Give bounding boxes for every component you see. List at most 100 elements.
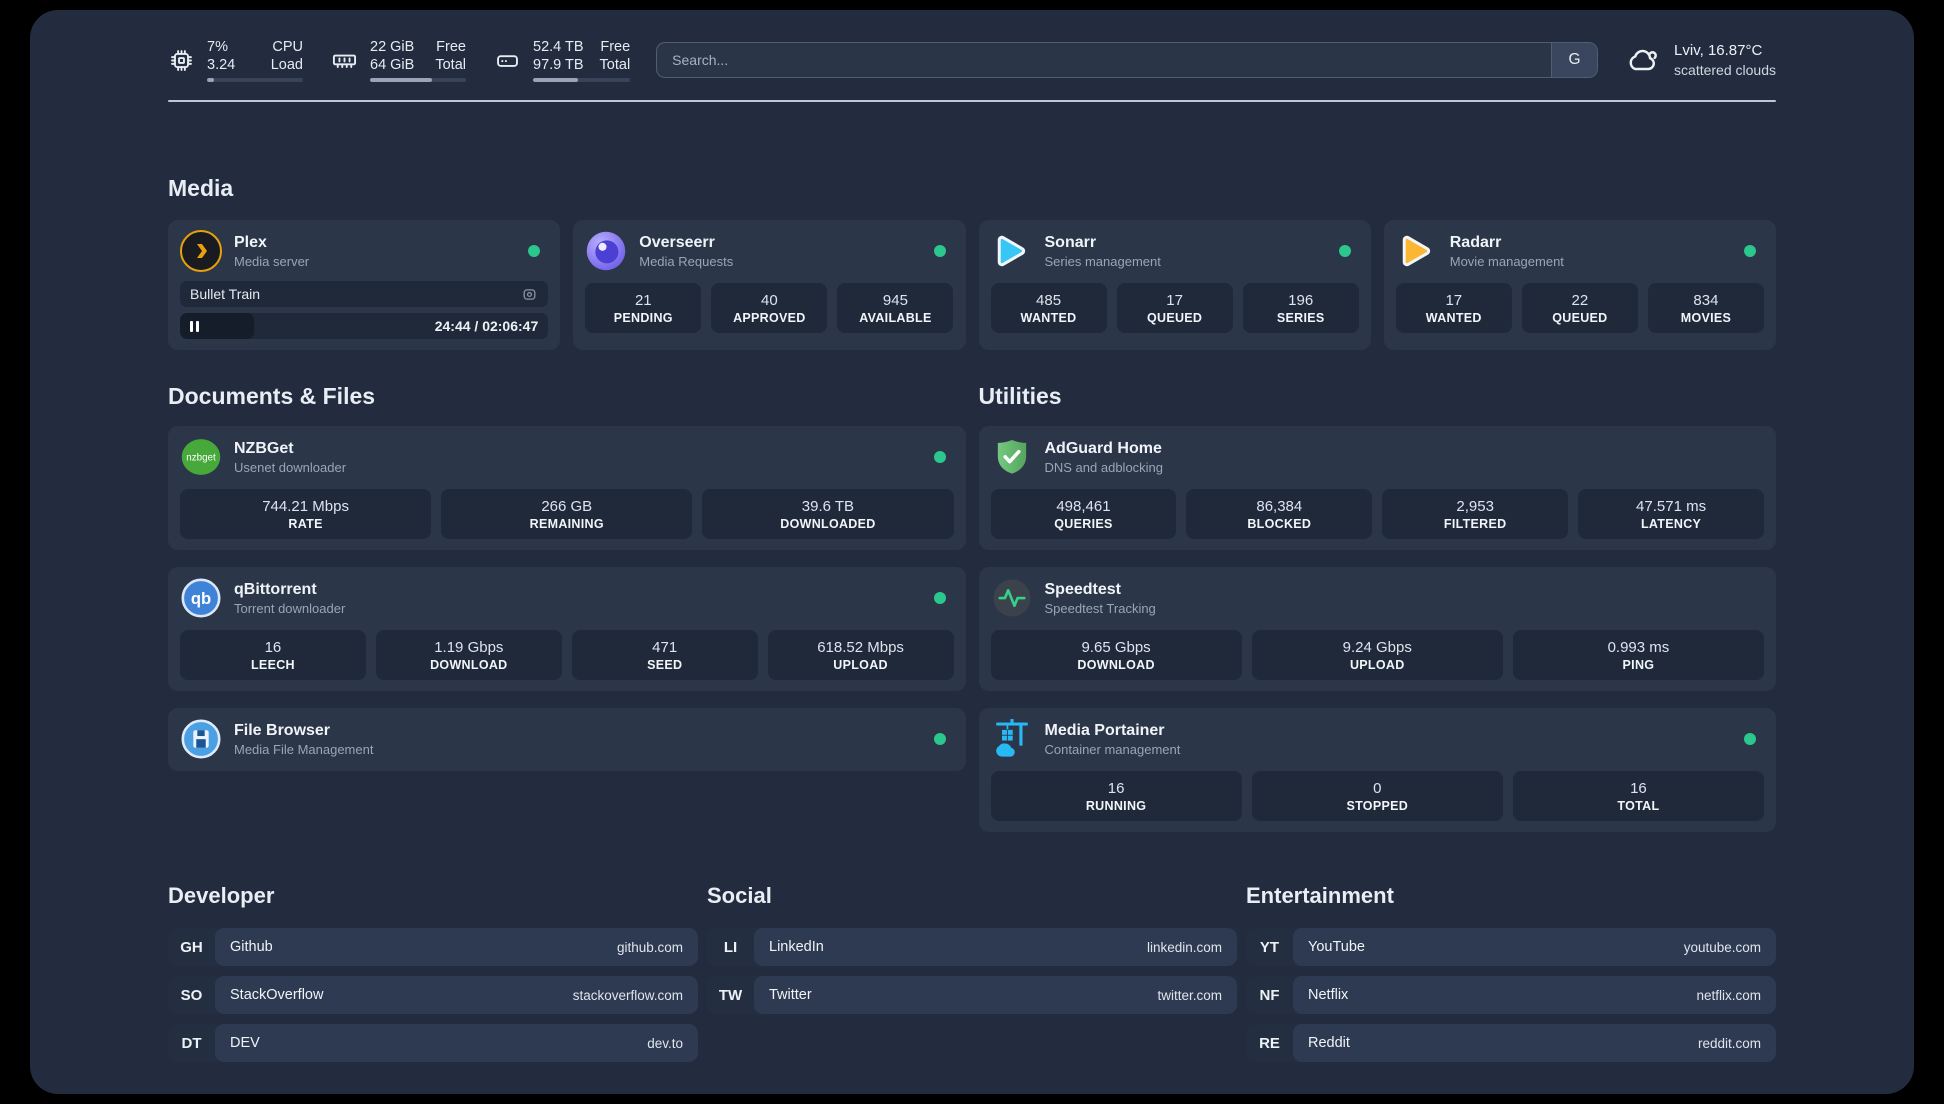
- link-url: stackoverflow.com: [572, 987, 683, 1003]
- media-grid: Plex Media server Bullet Train: [168, 220, 1776, 350]
- stat-label: SERIES: [1276, 310, 1325, 325]
- radarr-icon: [1396, 230, 1438, 272]
- memory-progress-track: [370, 78, 466, 82]
- disk-icon: [494, 47, 521, 74]
- link-url: linkedin.com: [1146, 939, 1222, 955]
- service-name: Radarr: [1449, 234, 1502, 251]
- service-card-sonarr[interactable]: Sonarr Series management 485 WANTED 17 Q…: [978, 220, 1371, 350]
- disk-value-2: 97.9 TB: [533, 57, 584, 73]
- link-abbr: TW: [718, 986, 743, 1004]
- nzbget-icon: nzbget: [180, 436, 222, 478]
- stat-box: 16 TOTAL: [1512, 771, 1765, 821]
- link-name: YouTube: [1308, 939, 1365, 955]
- stat-label: SEED: [647, 657, 683, 672]
- link-github[interactable]: GH Github github.com: [168, 928, 698, 966]
- service-description: Speedtest Tracking: [1044, 601, 1156, 616]
- stat-label: STOPPED: [1346, 798, 1409, 813]
- pause-icon[interactable]: [190, 320, 199, 332]
- link-url: youtube.com: [1683, 939, 1761, 955]
- sonarr-icon: [991, 230, 1033, 272]
- stat-box: 945 AVAILABLE: [837, 283, 954, 333]
- link-dev[interactable]: DT DEV dev.to: [168, 1024, 698, 1062]
- plex-progress-fill: [180, 313, 254, 339]
- plex-now-playing-row: Bullet Train: [180, 281, 549, 307]
- stat-value: 21: [634, 291, 652, 309]
- link-main: Reddit reddit.com: [1293, 1024, 1776, 1062]
- stat-label: WANTED: [1020, 310, 1077, 325]
- stat-value: 22: [1571, 291, 1589, 309]
- stat-box: 22 QUEUED: [1521, 283, 1638, 333]
- service-card-portainer[interactable]: Media Portainer Container management 16 …: [978, 708, 1776, 832]
- service-card-nzbget[interactable]: nzbget NZBGet Usenet downloader 744.21 M…: [168, 426, 966, 550]
- link-main: LinkedIn linkedin.com: [754, 928, 1237, 966]
- video-icon: [521, 286, 538, 303]
- stat-label: RUNNING: [1085, 798, 1147, 813]
- stat-label: MOVIES: [1680, 310, 1732, 325]
- cpu-progress-fill: [207, 78, 214, 82]
- stat-value: 945: [882, 291, 908, 309]
- svg-text:nzbget: nzbget: [186, 453, 216, 464]
- memory-value-2: 64 GiB: [370, 57, 415, 73]
- svg-text:qb: qb: [191, 589, 211, 608]
- stat-value: 485: [1036, 291, 1062, 309]
- cpu-icon: [168, 47, 195, 74]
- section-title-entertainment: Entertainment: [1246, 883, 1394, 908]
- service-card-overseerr[interactable]: Overseerr Media Requests 21 PENDING 40 A…: [573, 220, 966, 350]
- service-card-plex[interactable]: Plex Media server Bullet Train: [168, 220, 561, 350]
- service-name: NZBGet: [234, 440, 294, 457]
- search-provider-button[interactable]: G: [1551, 43, 1598, 77]
- stat-value: 0: [1373, 779, 1382, 797]
- link-linkedin[interactable]: LI LinkedIn linkedin.com: [707, 928, 1237, 966]
- memory-value-1: 22 GiB: [370, 39, 415, 55]
- stat-value: 16: [1107, 779, 1125, 797]
- service-card-speedtest[interactable]: Speedtest Speedtest Tracking 9.65 Gbps D…: [978, 567, 1776, 691]
- link-main: YouTube youtube.com: [1293, 928, 1776, 966]
- disk-label-1: Free: [600, 39, 631, 55]
- link-name: DEV: [230, 1035, 260, 1051]
- status-dot-online: [933, 733, 946, 745]
- service-description: Series management: [1044, 254, 1161, 269]
- cloud-icon: [1624, 42, 1661, 79]
- link-netflix[interactable]: NF Netflix netflix.com: [1246, 976, 1776, 1014]
- link-url: netflix.com: [1696, 987, 1761, 1003]
- cpu-label-2: Load: [270, 57, 303, 73]
- stat-value: 47.571 ms: [1636, 497, 1707, 515]
- section-title-media: Media: [168, 175, 234, 201]
- stat-label: UPLOAD: [1349, 657, 1405, 672]
- stat-value: 498,461: [1056, 497, 1111, 515]
- stat-value: 16: [1630, 779, 1647, 797]
- link-youtube[interactable]: YT YouTube youtube.com: [1246, 928, 1776, 966]
- stat-value: 196: [1288, 291, 1314, 309]
- stat-label: DOWNLOAD: [430, 657, 508, 672]
- plex-icon: [180, 230, 222, 272]
- stat-value: 1.19 Gbps: [434, 638, 504, 656]
- stat-box: 744.21 Mbps RATE: [180, 489, 432, 539]
- cpu-label-1: CPU: [272, 39, 303, 55]
- service-card-filebrowser[interactable]: File Browser Media File Management: [168, 708, 966, 771]
- qbittorrent-icon: qb: [180, 577, 222, 619]
- link-abbr: YT: [1259, 938, 1280, 956]
- stat-value: 39.6 TB: [801, 497, 855, 515]
- stat-label: LATENCY: [1640, 516, 1702, 531]
- search-input[interactable]: [657, 43, 1552, 77]
- service-card-adguard[interactable]: AdGuard Home DNS and adblocking 498,461 …: [978, 426, 1776, 550]
- link-name: Github: [230, 939, 273, 955]
- stat-box: 834 MOVIES: [1647, 283, 1764, 333]
- stat-value: 86,384: [1256, 497, 1303, 515]
- memory-progress-fill: [370, 78, 433, 82]
- link-main: StackOverflow stackoverflow.com: [215, 976, 698, 1014]
- utilities-column: Utilities: [978, 380, 1776, 832]
- link-twitter[interactable]: TW Twitter twitter.com: [707, 976, 1237, 1014]
- cpu-value-1: 7%: [207, 39, 228, 55]
- service-name: Sonarr: [1044, 234, 1097, 251]
- stat-label: QUEUED: [1552, 310, 1608, 325]
- service-card-qbittorrent[interactable]: qb qBittorrent Torrent downloader 16 LEE…: [168, 567, 966, 691]
- disk-progress-track: [533, 78, 631, 82]
- overseerr-icon: [585, 230, 627, 272]
- service-card-radarr[interactable]: Radarr Movie management 17 WANTED 22 QUE…: [1383, 220, 1776, 350]
- disk-progress-fill: [533, 78, 578, 82]
- link-abbr: DT: [181, 1034, 202, 1052]
- link-stackoverflow[interactable]: SO StackOverflow stackoverflow.com: [168, 976, 698, 1014]
- dashboard-page: 7% 3.24 CPU Load: [30, 10, 1914, 1094]
- link-reddit[interactable]: RE Reddit reddit.com: [1246, 1024, 1776, 1062]
